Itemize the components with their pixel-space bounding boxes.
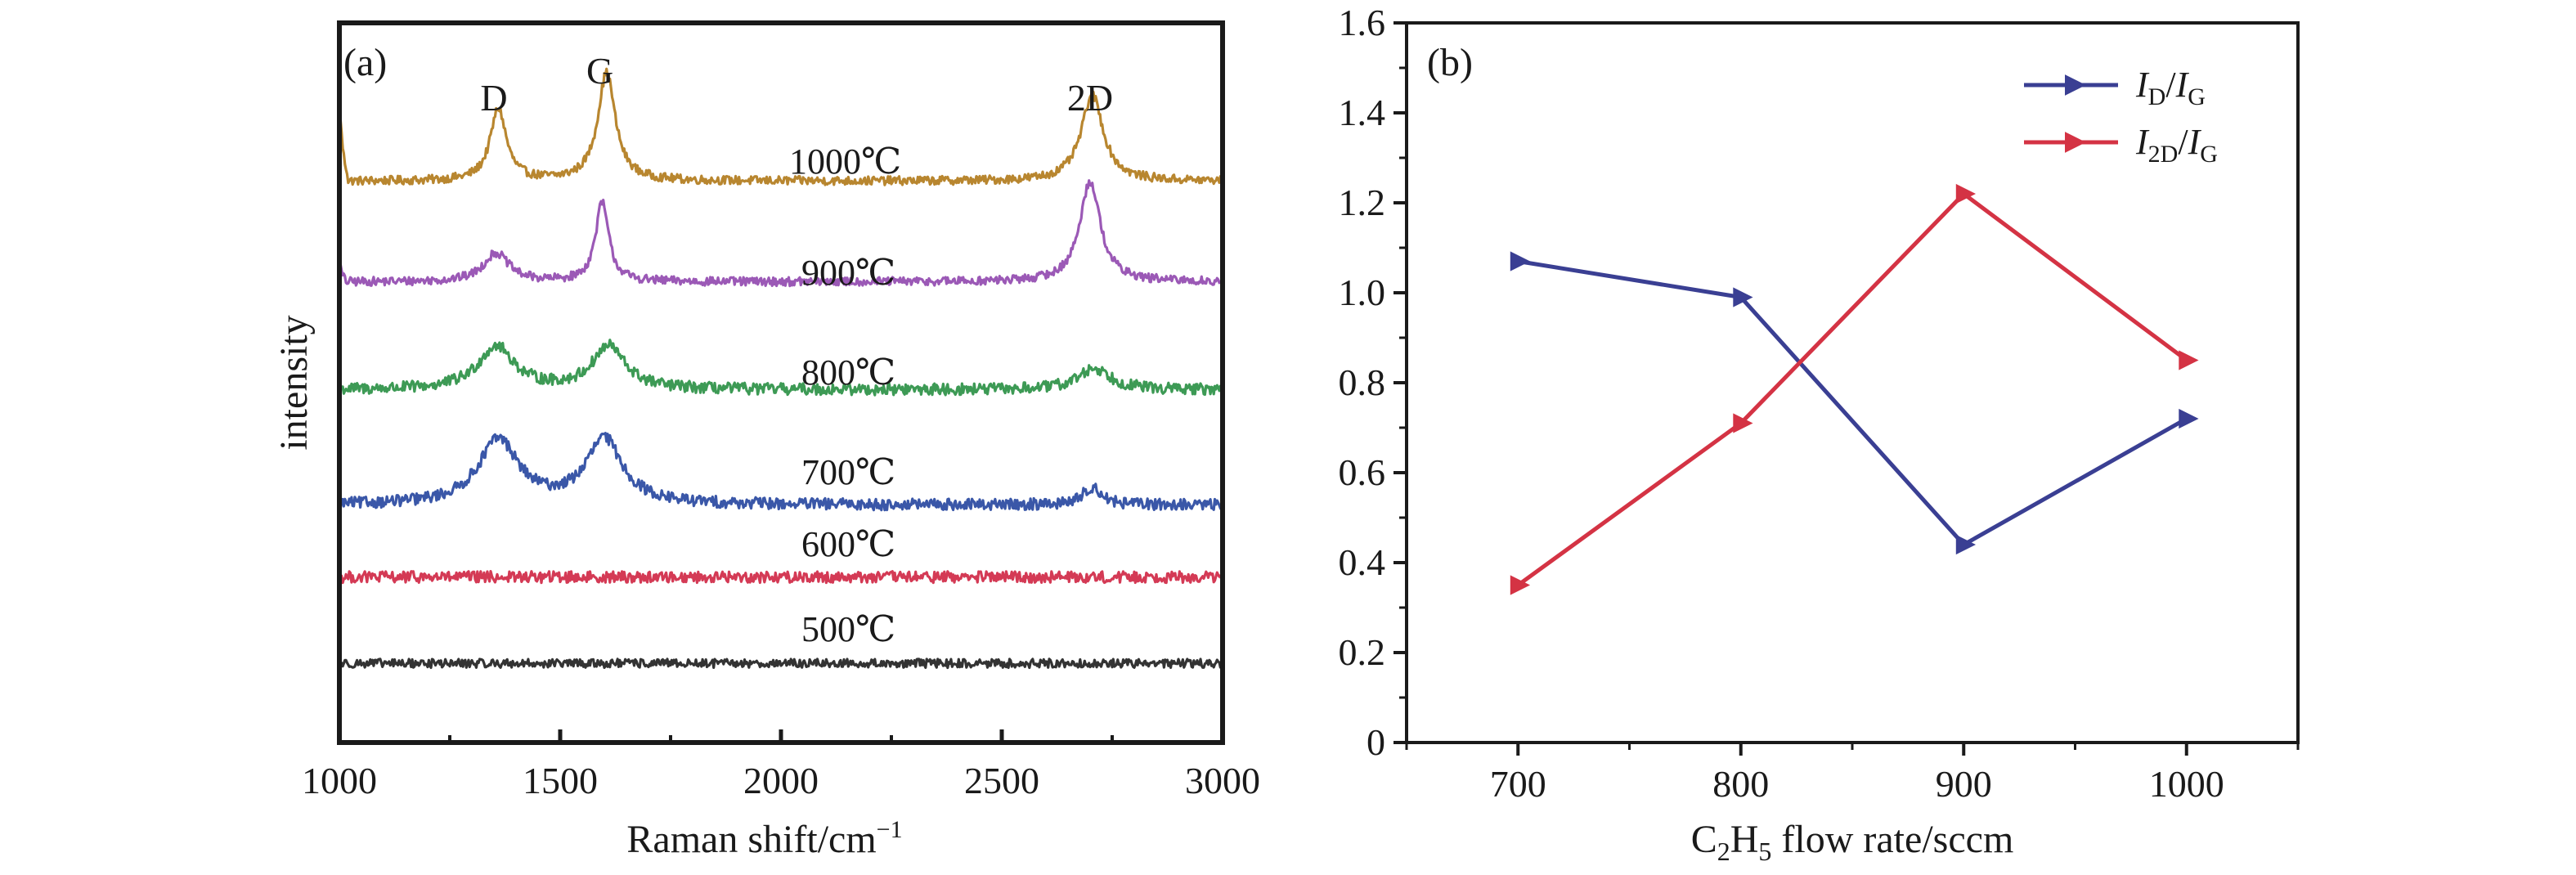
panel-b-x-ticks: 700 800 900 1000 [1405,743,2300,805]
raman-trace-600 [338,570,1224,585]
panel-a-x-axis-title: Raman shift/cm−1 [626,816,902,861]
panel-a-x-tick-label: 1000 [302,760,377,801]
panel-b-frame [1405,21,2300,744]
raman-trace-800 [339,339,1223,397]
legend-marker [2065,74,2086,96]
data-point-marker [1733,413,1753,433]
panel-a-y-axis-title: intensity [272,315,316,450]
raman-trace-1000 [338,67,1224,186]
panel-b-x-tick-label: 800 [1712,763,1769,805]
data-point-marker [1510,575,1531,595]
trace-label-700: 700℃ [801,452,895,492]
panel-b-y-ticks: 0 0.2 0.4 0.6 0.8 1.0 1.2 1.4 1.6 [1339,2,1407,763]
legend-label-i2d-ig: I2D/IG [2135,122,2218,168]
panel-b-y-tick-label: 0.2 [1339,631,1386,673]
panel-a-x-ticks: 1000 1500 2000 2500 3000 [302,729,1260,801]
panel-b-series [1510,183,2199,595]
panel-b-x-tick-label: 700 [1490,763,1546,805]
panel-a-x-tick-label: 2000 [743,760,819,801]
legend-label-id-ig: ID/IG [2135,65,2206,110]
legend-marker [2065,132,2086,153]
panel-b-y-tick-label: 0.6 [1339,451,1386,493]
trace-label-600: 600℃ [801,524,895,564]
panel-a-x-tick-label: 3000 [1185,760,1260,801]
panel-a-x-tick-label: 2500 [964,760,1039,801]
peak-label-g: G [586,50,613,92]
peak-label-d: D [480,77,507,119]
panel-b: 00.20.40.60.81.01.21.41.6 700 800 900 1000 … [1339,2,2300,866]
legend-symbol-id-ig [2024,74,2118,96]
trace-label-1000: 1000℃ [789,141,901,182]
raman-trace-900 [338,179,1224,288]
panel-b-y-tick-label: 1.6 [1339,2,1386,43]
panel-a: 1000 1500 2000 2500 3000 (a) D G 2D 1000℃ 90… [272,20,1260,861]
data-point-marker [1510,251,1531,271]
panel-b-x-tick-label: 1000 [2149,763,2224,805]
panel-a-x-tick-label: 1500 [523,760,598,801]
trace-label-900: 900℃ [801,253,895,293]
peak-label-2d: 2D [1067,77,1113,119]
panel-a-label: (a) [343,41,387,84]
series-line-1 [1516,191,2188,587]
panel-b-x-tick-label: 900 [1936,763,1992,805]
trace-label-500: 500℃ [801,609,895,649]
legend: ID/IG I2D/IG [2024,65,2218,168]
raman-traces [338,67,1224,670]
series-line-0 [1517,259,2188,548]
panel-b-y-tick-label: 1.0 [1339,271,1386,313]
legend-symbol-i2d-ig [2024,132,2118,153]
panel-b-y-tick-label: 0.4 [1339,541,1386,583]
data-point-marker [1955,183,1977,204]
data-point-marker [2179,408,2199,429]
panel-b-y-tick-label: 1.4 [1339,92,1386,133]
panel-b-y-tick-label: 0 [1367,721,1385,763]
panel-b-y-tick-label: 0.8 [1339,361,1386,403]
data-point-marker [1733,287,1753,307]
panel-b-x-axis-title: C2H5 flow rate/sccm [1691,818,2014,866]
raman-trace-500 [338,657,1223,670]
panel-b-label: (b) [1427,41,1473,84]
data-point-marker [2179,350,2199,370]
panel-b-y-tick-label: 1.2 [1339,182,1386,223]
raman-trace-700 [338,432,1224,512]
trace-label-800: 800℃ [801,352,895,393]
data-point-marker [1955,534,1977,555]
